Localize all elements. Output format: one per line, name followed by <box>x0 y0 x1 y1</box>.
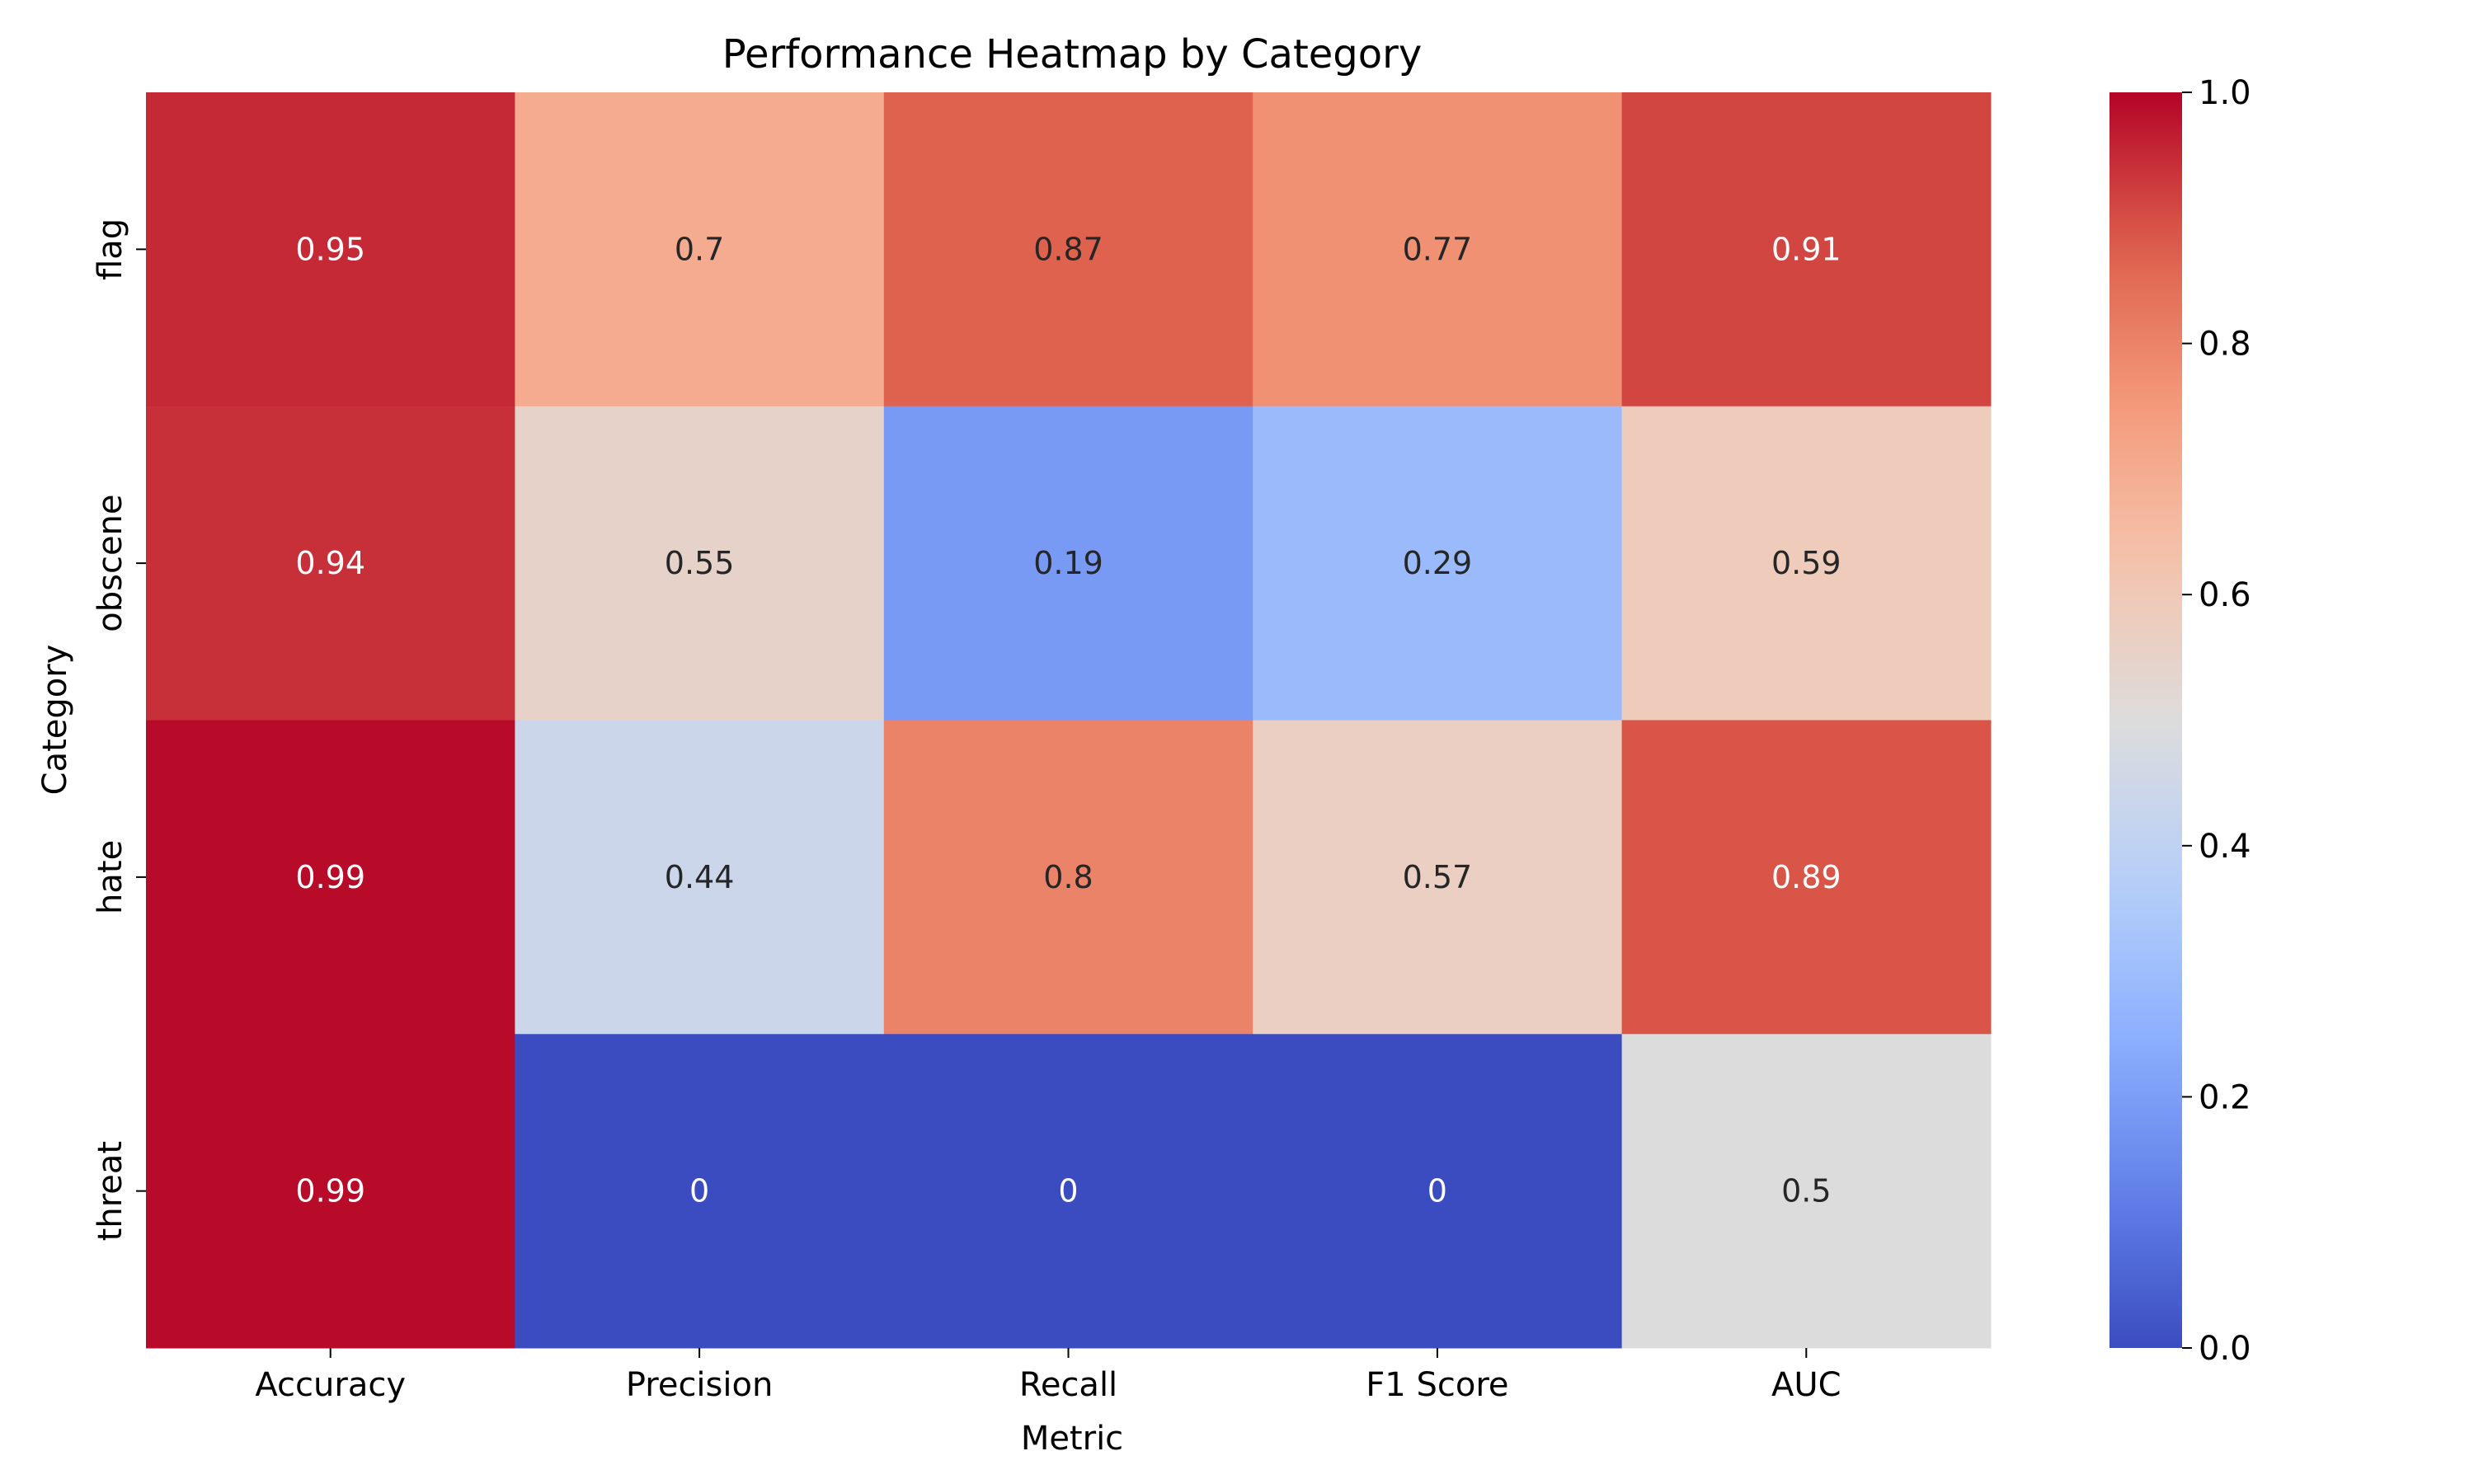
heatmap-cell <box>146 92 515 407</box>
y-tick-label: obscene <box>92 494 129 632</box>
x-tick-label: F1 Score <box>1366 1366 1508 1404</box>
x-tick-label: Accuracy <box>255 1366 406 1404</box>
y-tick-label: flag <box>92 218 129 280</box>
heatmap-cell <box>883 92 1253 407</box>
colorbar-tick-label: 1.0 <box>2199 74 2251 112</box>
cell-value-label: 0.44 <box>665 859 735 895</box>
heatmap-cell <box>883 1034 1253 1349</box>
heatmap-cells: 0.95 0.7 0.87 0.77 0.91 0.94 0.55 0.19 0.29 0.59 0… <box>146 92 1992 1349</box>
cell-value-label: 0.19 <box>1033 545 1103 581</box>
cell-value-label: 0.99 <box>295 859 365 895</box>
x-tick-label: Recall <box>1019 1366 1117 1404</box>
heatmap-cell <box>515 1034 885 1349</box>
x-axis-label: Metric <box>1021 1420 1123 1458</box>
y-tick-label: threat <box>92 1141 129 1241</box>
cell-value-label: 0.99 <box>295 1173 365 1209</box>
heatmap-cell <box>1621 720 1992 1035</box>
cell-value-label: 0.29 <box>1403 545 1473 581</box>
heatmap-cell <box>1253 92 1623 407</box>
heatmap-cell <box>1253 1034 1623 1349</box>
heatmap-cell <box>146 720 515 1035</box>
cell-value-label: 0.57 <box>1403 859 1473 895</box>
heatmap-cell <box>515 406 885 721</box>
cell-value-label: 0 <box>1427 1173 1447 1209</box>
cell-value-label: 0 <box>689 1173 709 1209</box>
heatmap-cell <box>515 92 885 407</box>
y-axis-ticks: flag obscene hate threat <box>92 218 146 1241</box>
cell-value-label: 0.5 <box>1781 1173 1831 1209</box>
x-tick-label: Precision <box>626 1366 773 1404</box>
x-tick-label: AUC <box>1771 1366 1841 1404</box>
heatmap-cell <box>1621 406 1992 721</box>
chart-title: Performance Heatmap by Category <box>722 31 1423 77</box>
heatmap-cell <box>1253 406 1623 721</box>
heatmap-cell <box>146 1034 515 1349</box>
cell-value-label: 0.59 <box>1771 545 1841 581</box>
colorbar-ticks: 0.0 0.2 0.4 0.6 0.8 1.0 <box>2182 74 2251 1368</box>
cell-value-label: 0.94 <box>295 545 365 581</box>
cell-value-label: 0.77 <box>1403 231 1473 267</box>
colorbar-tick-label: 0.2 <box>2199 1078 2251 1116</box>
heatmap-cell <box>883 720 1253 1035</box>
heatmap-cell <box>515 720 885 1035</box>
colorbar-tick-label: 0.0 <box>2199 1330 2251 1368</box>
heatmap-cell <box>883 406 1253 721</box>
cell-value-label: 0.89 <box>1771 859 1841 895</box>
colorbar <box>2109 92 2182 1348</box>
heatmap-cell <box>1253 720 1623 1035</box>
cell-value-label: 0.7 <box>675 231 724 267</box>
colorbar-tick-label: 0.6 <box>2199 576 2251 614</box>
heatmap-cell <box>1621 1034 1992 1349</box>
cell-value-label: 0.87 <box>1033 231 1103 267</box>
y-tick-label: hate <box>92 840 129 914</box>
y-axis-label: Category <box>36 645 74 796</box>
colorbar-tick-label: 0.4 <box>2199 828 2251 866</box>
cell-value-label: 0.8 <box>1043 859 1093 895</box>
cell-value-label: 0.55 <box>665 545 735 581</box>
cell-value-label: 0 <box>1058 1173 1078 1209</box>
heatmap-cell <box>1621 92 1992 407</box>
cell-value-label: 0.91 <box>1771 231 1841 267</box>
heatmap-cell <box>146 406 515 721</box>
cell-value-label: 0.95 <box>295 231 365 267</box>
x-axis-ticks: Accuracy Precision Recall F1 Score AUC <box>255 1348 1841 1404</box>
colorbar-tick-label: 0.8 <box>2199 326 2251 364</box>
